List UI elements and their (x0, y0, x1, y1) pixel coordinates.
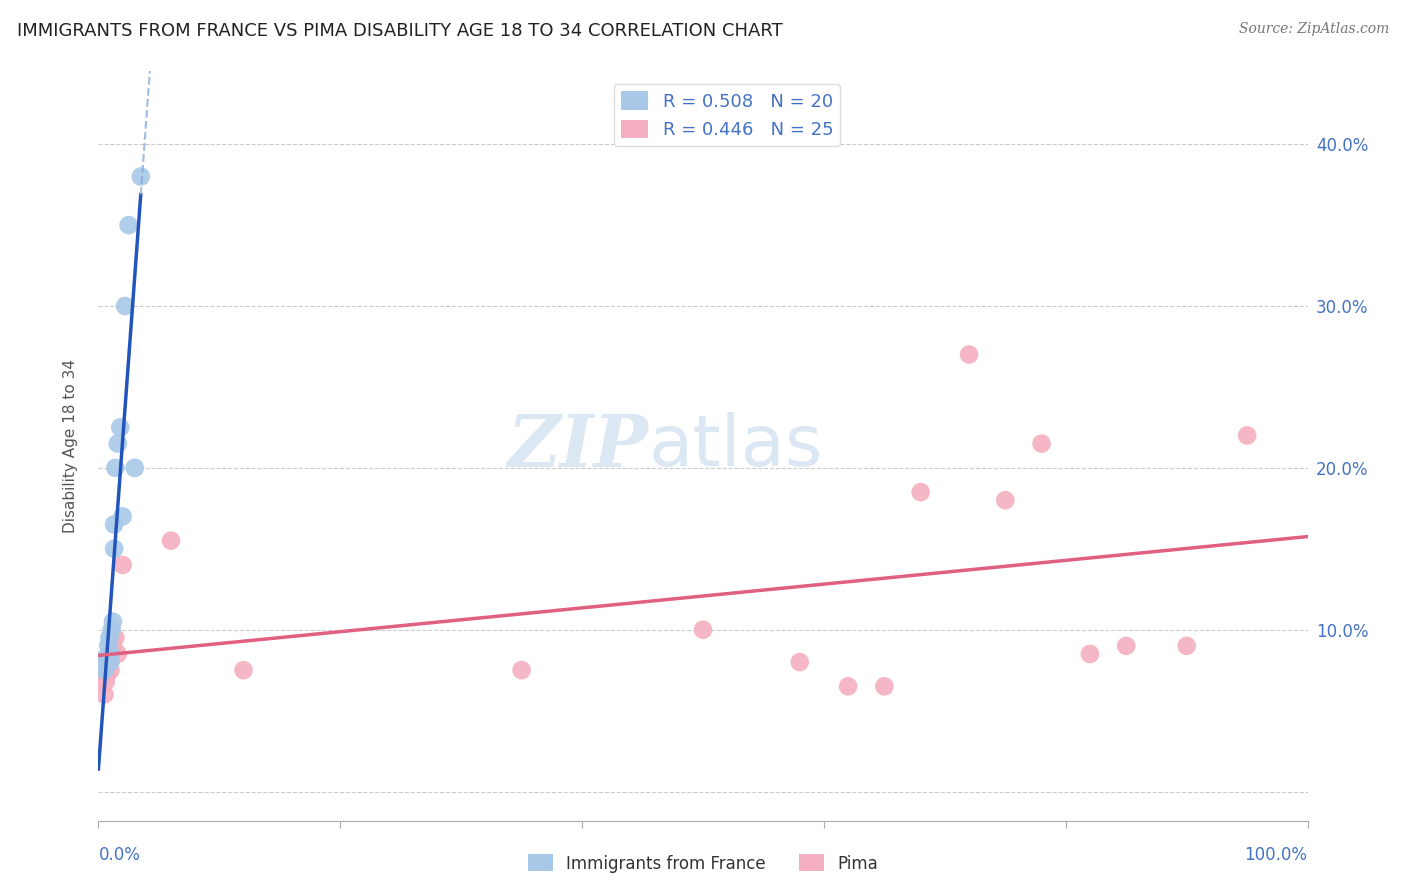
Point (100, 655, 122, 669)
Point (129, 169, 152, 184)
Point (1236, 428, 1258, 442)
Point (100, 663, 122, 677)
Point (96, 668, 118, 682)
Point (108, 420, 131, 434)
Point (97, 650, 120, 665)
Point (910, 485, 932, 500)
Point (94, 674, 117, 689)
Point (100, 647, 122, 661)
Point (100, 623, 122, 637)
Point (96, 658, 118, 673)
Point (1031, 436, 1053, 450)
Point (510, 663, 533, 677)
Point (111, 509, 134, 524)
Point (160, 533, 183, 548)
Point (98, 652, 121, 666)
Point (93, 652, 115, 666)
Point (232, 663, 254, 677)
Point (118, 218, 141, 232)
Point (124, 460, 146, 475)
Point (103, 517, 125, 532)
Point (957, 347, 980, 361)
Point (93, 663, 115, 677)
Point (1115, 639, 1137, 653)
Point (111, 558, 134, 572)
Text: ZIP: ZIP (508, 410, 648, 482)
Point (97, 639, 120, 653)
Point (1175, 639, 1198, 653)
Point (98, 631, 121, 645)
Point (104, 460, 127, 475)
Point (837, 679, 859, 693)
Point (104, 631, 127, 645)
Text: 0.0%: 0.0% (98, 846, 141, 863)
Point (789, 655, 811, 669)
Point (93, 687, 115, 701)
Text: 100.0%: 100.0% (1244, 846, 1308, 863)
Point (107, 436, 129, 450)
Y-axis label: Disability Age 18 to 34: Disability Age 18 to 34 (63, 359, 77, 533)
Legend: Immigrants from France, Pima: Immigrants from France, Pima (522, 847, 884, 880)
Point (873, 679, 896, 693)
Point (994, 493, 1017, 508)
Legend: R = 0.508   N = 20, R = 0.446   N = 25: R = 0.508 N = 20, R = 0.446 N = 25 (614, 84, 841, 146)
Text: atlas: atlas (648, 411, 823, 481)
Point (103, 541, 125, 556)
Point (107, 647, 129, 661)
Point (1078, 647, 1101, 661)
Text: Source: ZipAtlas.com: Source: ZipAtlas.com (1239, 22, 1389, 37)
Point (114, 299, 136, 313)
Point (97, 658, 120, 673)
Point (101, 639, 124, 653)
Point (101, 615, 124, 629)
Point (692, 623, 714, 637)
Text: IMMIGRANTS FROM FRANCE VS PIMA DISABILITY AGE 18 TO 34 CORRELATION CHART: IMMIGRANTS FROM FRANCE VS PIMA DISABILIT… (17, 22, 783, 40)
